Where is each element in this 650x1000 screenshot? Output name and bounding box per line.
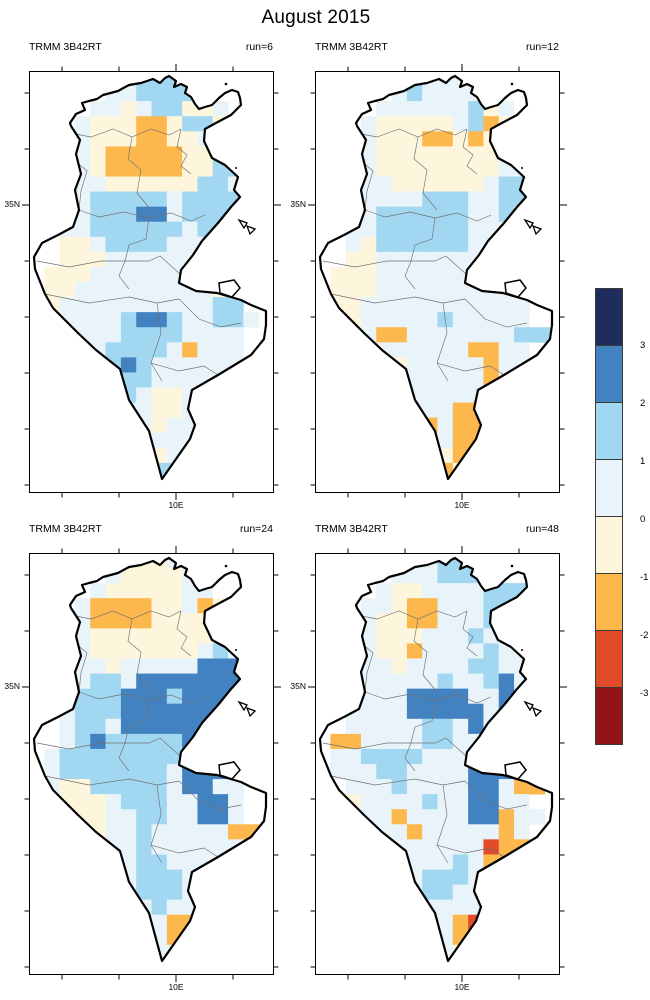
colorbar-segment: [595, 345, 623, 403]
colorbar-tick-label: 3: [640, 340, 646, 351]
map-frame: [29, 553, 274, 975]
kerkennah-islands: [523, 700, 543, 718]
panel-run-label: run=48: [526, 523, 559, 535]
colorbar-segment: [595, 516, 623, 574]
panel-label: TRMM 3B42RT: [315, 523, 388, 535]
colorbar-segment: [595, 459, 623, 517]
islet-dot: [224, 564, 228, 568]
axis-ticks: [22, 546, 281, 982]
tunisia-coastline: [32, 556, 268, 963]
colorbar-tick-label: -1: [640, 572, 649, 583]
map-panel-run48: TRMM 3B42RT run=48 35N 10E: [290, 523, 567, 992]
axis-ticks: [308, 64, 567, 500]
x-axis-tick-label: 10E: [454, 500, 470, 510]
kerkennah-islands: [237, 218, 257, 236]
panel-label: TRMM 3B42RT: [315, 41, 388, 53]
islet-dot: [521, 167, 523, 169]
tunisia-map-svg: [308, 64, 567, 500]
panel-run-label: run=24: [240, 523, 273, 535]
x-axis-tick-label: 10E: [454, 982, 470, 992]
colorbar-tick-label: 1: [640, 456, 646, 467]
panel-label: TRMM 3B42RT: [29, 523, 102, 535]
djerba-island: [218, 761, 241, 780]
map-frame: [315, 553, 560, 975]
islet-dot: [521, 649, 523, 651]
tunisia-coastline: [318, 556, 554, 963]
y-axis-tick-label: 35N: [290, 681, 306, 691]
kerkennah-islands: [237, 700, 257, 718]
colorbar-tick-label: -2: [640, 630, 649, 641]
djerba-island: [504, 279, 527, 298]
islet-dot: [235, 649, 237, 651]
colorbar-segment: [595, 630, 623, 688]
tunisia-map-svg: [22, 64, 281, 500]
islet-dot: [510, 564, 514, 568]
y-axis-tick-label: 35N: [290, 199, 306, 209]
map-panel-run6: TRMM 3B42RT run=6 35N 10E: [4, 41, 281, 510]
islet-dot: [235, 167, 237, 169]
colorbar: [595, 288, 623, 745]
islet-dot: [224, 82, 228, 86]
djerba-island: [504, 761, 527, 780]
axis-ticks: [308, 546, 567, 982]
x-axis-tick-label: 10E: [168, 982, 184, 992]
colorbar-segment: [595, 573, 623, 631]
djerba-island: [218, 279, 241, 298]
colorbar-segment: [595, 687, 623, 745]
colorbar-segment: [595, 288, 623, 346]
islet-dot: [510, 82, 514, 86]
colorbar-tick-label: 2: [640, 398, 646, 409]
colorbar-tick-label: -3: [640, 688, 649, 699]
map-frame: [29, 71, 274, 493]
kerkennah-islands: [523, 218, 543, 236]
panel-label: TRMM 3B42RT: [29, 41, 102, 53]
axis-ticks: [22, 64, 281, 500]
map-panel-run12: TRMM 3B42RT run=12 35N 10E: [290, 41, 567, 510]
tunisia-map-svg: [22, 546, 281, 982]
map-panel-run24: TRMM 3B42RT run=24 35N 10E: [4, 523, 281, 992]
y-axis-tick-label: 35N: [4, 681, 20, 691]
x-axis-tick-label: 10E: [168, 500, 184, 510]
colorbar-tick-label: 0: [640, 514, 646, 525]
panel-run-label: run=12: [526, 41, 559, 53]
tunisia-coastline: [318, 74, 554, 481]
tunisia-map-svg: [308, 546, 567, 982]
panel-run-label: run=6: [245, 41, 273, 53]
y-axis-tick-label: 35N: [4, 199, 20, 209]
figure-title: August 2015: [261, 7, 371, 28]
map-frame: [315, 71, 560, 493]
colorbar-segment: [595, 402, 623, 460]
tunisia-coastline: [32, 74, 268, 481]
